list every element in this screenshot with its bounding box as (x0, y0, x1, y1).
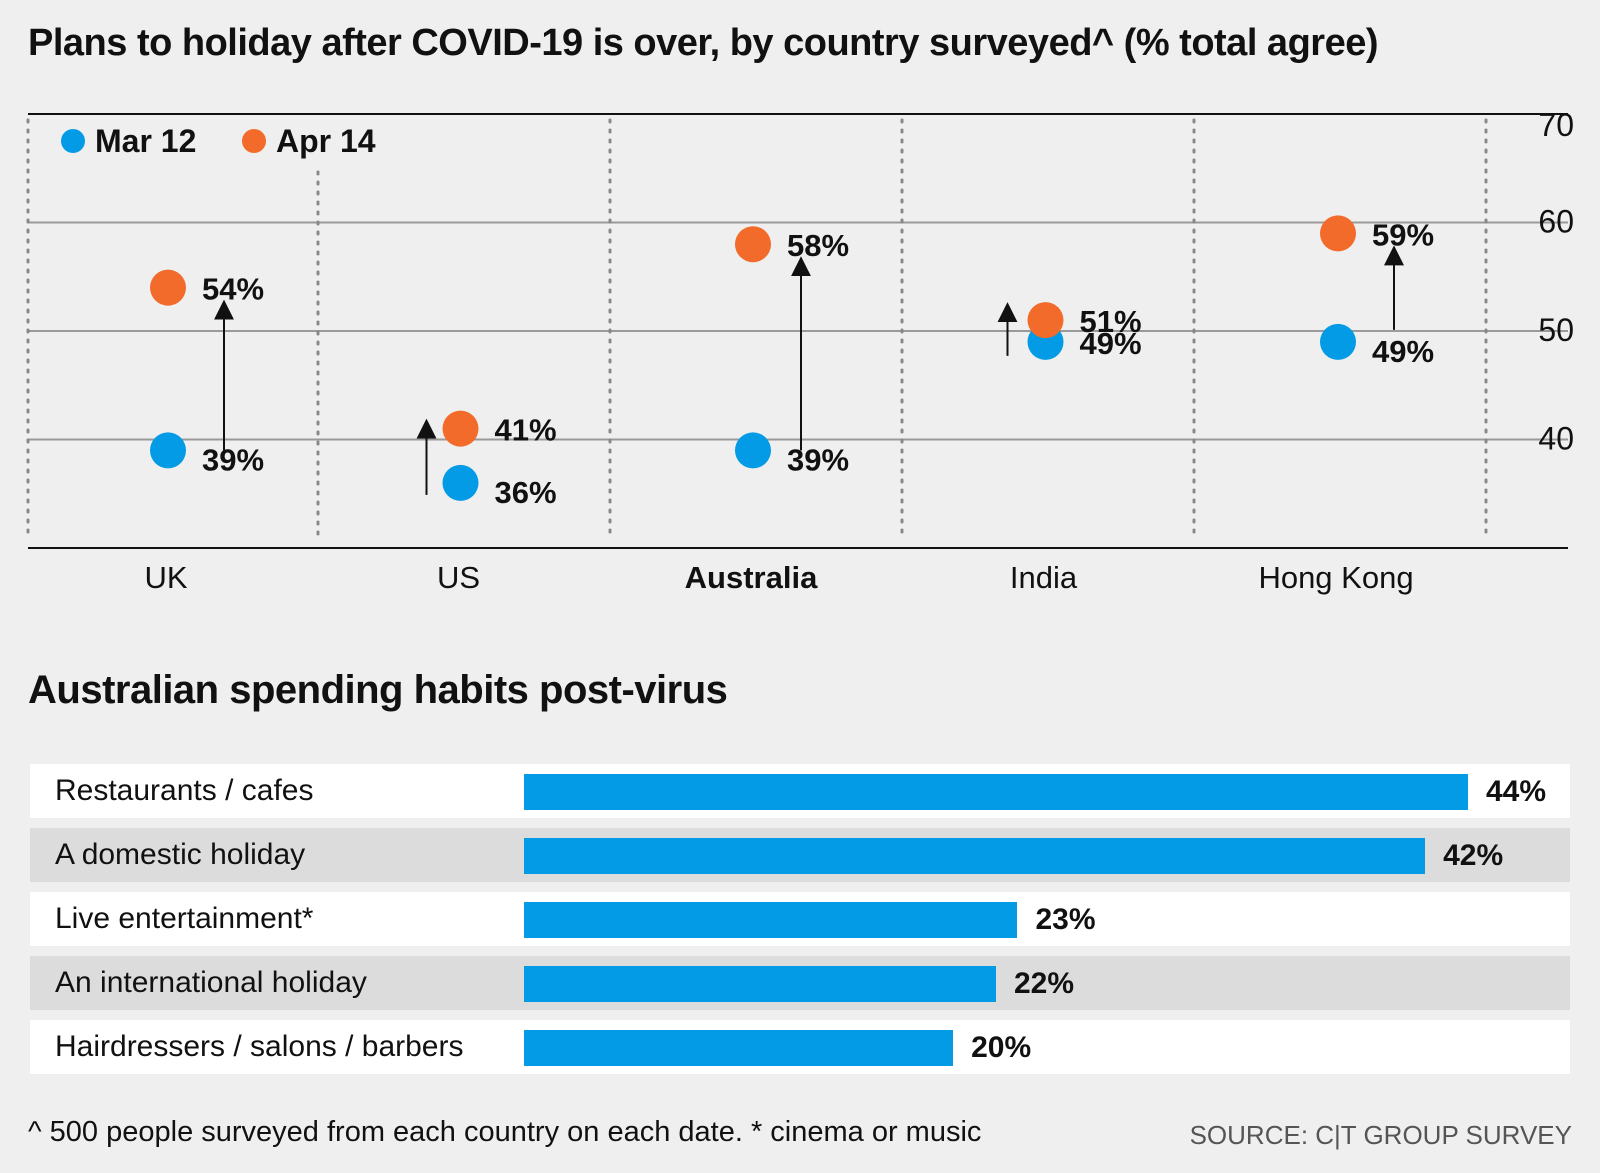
apr14-point (442, 410, 479, 447)
bar (524, 1030, 954, 1066)
dot-plot-chart: 70 60 50 40 Mar 12 Apr 14 39% 54% UK 36% 41% US 39% 5… (26, 107, 1574, 595)
legend-swatch (242, 129, 266, 153)
x-category-label: Hong Kong (1258, 560, 1413, 595)
x-category-label: US (437, 560, 480, 595)
apr14-data-label: 54% (202, 272, 264, 307)
x-category-label: UK (144, 560, 187, 595)
bar-category-label: Restaurants / cafes (55, 774, 314, 807)
footnote: ^ 500 people surveyed from each country … (28, 1116, 982, 1148)
mar12-data-label: 39% (787, 442, 849, 477)
bar-row: Hairdressers / salons / barbers 20% (30, 1020, 1570, 1074)
bar-value-label: 23% (1035, 903, 1096, 936)
bar-value-label: 22% (1014, 967, 1075, 1000)
mar12-point (735, 432, 771, 469)
legend-label: Mar 12 (95, 123, 196, 159)
apr14-data-label: 58% (787, 228, 849, 263)
mar12-point (150, 432, 186, 469)
x-category-label: Australia (685, 560, 818, 595)
mar12-data-label: 36% (495, 475, 557, 510)
bar-chart-title: Australian spending habits post-virus (28, 668, 728, 712)
bar-value-label: 44% (1486, 775, 1547, 808)
y-tick-label: 60 (1538, 204, 1574, 240)
y-tick-label: 40 (1538, 421, 1574, 457)
bar-value-label: 20% (971, 1031, 1032, 1064)
bar-category-label: Hairdressers / salons / barbers (55, 1030, 464, 1063)
x-category-label: India (1010, 560, 1078, 595)
apr14-data-label: 59% (1372, 217, 1434, 252)
bar-category-label: An international holiday (55, 966, 367, 999)
legend-label: Apr 14 (276, 123, 376, 159)
bar (524, 902, 1018, 938)
bar-category-label: A domestic holiday (55, 838, 306, 871)
mar12-data-label: 49% (1372, 334, 1434, 369)
mar12-data-label: 49% (1080, 326, 1142, 361)
bar-row: A domestic holiday 42% (30, 828, 1570, 882)
mar12-point (442, 464, 479, 501)
apr14-point (150, 269, 186, 306)
bar-category-label: Live entertainment* (55, 902, 314, 935)
apr14-data-label: 41% (495, 413, 557, 448)
bar (524, 966, 996, 1002)
y-tick-label: 50 (1538, 312, 1574, 348)
mar12-data-label: 39% (202, 442, 264, 477)
bar-row: Live entertainment* 23% (30, 892, 1570, 946)
mar12-point (1320, 323, 1356, 360)
bar (524, 838, 1426, 874)
apr14-data-label: 51% (1080, 304, 1142, 339)
bar-chart: Restaurants / cafes 44% A domestic holiday… (30, 764, 1570, 1084)
bar-value-label: 42% (1443, 839, 1504, 872)
bar (524, 774, 1468, 810)
chart-title: Plans to holiday after COVID-19 is over,… (28, 22, 1378, 64)
source-credit: SOURCE: C|T GROUP SURVEY (1189, 1120, 1572, 1150)
bar-row: An international holiday 22% (30, 956, 1570, 1010)
apr14-point (1027, 302, 1064, 339)
bar-row: Restaurants / cafes 44% (30, 764, 1570, 818)
apr14-point (1320, 215, 1356, 252)
y-tick-label: 70 (1538, 107, 1574, 143)
legend-swatch (61, 129, 85, 153)
apr14-point (735, 226, 771, 263)
